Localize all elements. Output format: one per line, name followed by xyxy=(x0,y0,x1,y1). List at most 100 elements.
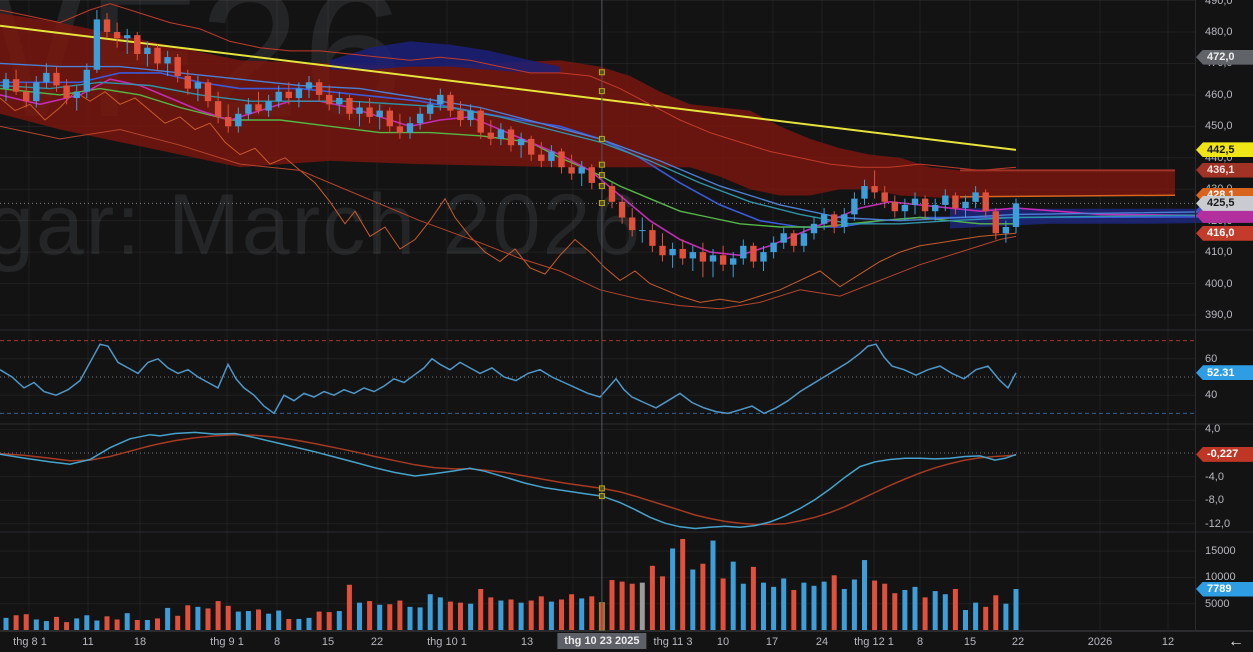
time-tick-label: 8 xyxy=(916,636,924,648)
price-tick-label: 400,0 xyxy=(1205,277,1233,290)
volume-bar xyxy=(831,575,837,630)
candle-body xyxy=(750,245,757,262)
volume-bar xyxy=(367,601,373,630)
candle-body xyxy=(719,255,727,265)
candle-body xyxy=(336,98,343,105)
time-tick-label: 11 xyxy=(82,636,94,648)
volume-bar xyxy=(912,586,918,630)
volume-bar xyxy=(84,615,90,630)
volume-bar xyxy=(993,595,999,630)
macd-tick-label: -4,0 xyxy=(1205,470,1224,483)
volume-bar xyxy=(185,605,191,630)
volume-bar xyxy=(670,548,676,630)
volume-bar xyxy=(286,618,292,630)
volume-bar xyxy=(134,620,140,630)
volume-bar xyxy=(639,582,645,630)
candle-body xyxy=(790,233,797,246)
selection-marker xyxy=(598,200,605,207)
volume-bar xyxy=(892,593,898,630)
price-tick-label: 490,0 xyxy=(1205,0,1233,7)
candle-body xyxy=(972,192,979,202)
candle-body xyxy=(275,91,282,102)
volume-bar xyxy=(498,600,504,630)
price-tick-label: 460,0 xyxy=(1205,88,1233,101)
candle-body xyxy=(416,113,424,124)
candle-body xyxy=(406,123,414,133)
candle-body xyxy=(103,19,111,32)
candle-body xyxy=(134,35,141,55)
candle-body xyxy=(305,82,313,89)
candle-body xyxy=(376,110,383,117)
volume-bar xyxy=(882,583,888,630)
volume-bar xyxy=(478,588,484,630)
candle-body xyxy=(699,252,707,262)
time-axis[interactable]: ← thg 8 1 11 18 thg 9 1 8 15 22 thg 10 1 13 thg 1… xyxy=(0,631,1253,652)
candle-body xyxy=(820,214,828,224)
price-tick-label: 410,0 xyxy=(1205,246,1233,259)
hidden-price-badge xyxy=(1196,207,1253,223)
time-tick-label: 8 xyxy=(273,636,281,648)
candle-body xyxy=(245,104,252,114)
volume-bar xyxy=(619,581,625,630)
candle-body xyxy=(548,151,555,161)
candle-body xyxy=(255,104,262,111)
candle-body xyxy=(326,94,333,105)
volume-tick-label: 15000 xyxy=(1205,545,1236,558)
left-arrow-icon[interactable]: ← xyxy=(1228,633,1244,650)
volume-bar xyxy=(660,576,665,630)
volume-bar xyxy=(791,590,797,630)
volume-bar xyxy=(235,611,241,630)
volume-bar xyxy=(902,590,908,630)
candle-body xyxy=(871,186,878,193)
candle-body xyxy=(43,72,50,83)
trendline-yellow xyxy=(0,24,1017,151)
time-tick-label: 12 xyxy=(1161,636,1175,648)
price-axis[interactable]: 490,0480,0470,0460,0450,0440,0430,0420,0… xyxy=(1196,0,1253,631)
volume-bar xyxy=(579,598,585,630)
candle-body xyxy=(992,211,999,234)
ichimoku-cloud-bullish xyxy=(330,41,560,73)
price-badge: 436,1 xyxy=(1196,162,1253,178)
volume-bar xyxy=(94,620,100,630)
candle-body xyxy=(760,252,767,262)
candle-body xyxy=(457,110,464,121)
volume-bar xyxy=(488,597,494,630)
price-tick-label: 390,0 xyxy=(1205,308,1233,321)
selection-marker xyxy=(598,88,605,95)
time-tick-label: 10 xyxy=(716,636,730,648)
candle-body xyxy=(921,198,929,212)
candle-body xyxy=(467,110,474,121)
candle-body xyxy=(427,104,434,114)
volume-bar xyxy=(427,594,433,630)
candle-body xyxy=(780,233,787,243)
candle-body xyxy=(800,233,808,246)
price-badge: 472,0 xyxy=(1196,49,1253,65)
volume-bar xyxy=(54,616,59,630)
candle-body xyxy=(144,47,151,55)
volume-bar xyxy=(165,607,171,630)
candle-body xyxy=(194,82,202,89)
volume-bar xyxy=(528,600,534,630)
candle-body xyxy=(497,129,505,139)
candle-body xyxy=(962,201,969,209)
volume-bar xyxy=(377,604,383,630)
selection-marker xyxy=(598,493,605,500)
volume-bar xyxy=(447,601,453,630)
macd-line xyxy=(0,431,1017,530)
candle-body xyxy=(23,91,30,102)
volume-bar xyxy=(175,615,181,630)
time-tick-label: 17 xyxy=(765,636,779,648)
rsi-tick-label: 40 xyxy=(1205,389,1218,402)
candle-body xyxy=(164,57,171,64)
candle-body xyxy=(1012,203,1020,227)
volume-bar xyxy=(417,607,423,630)
candle-body xyxy=(810,223,818,234)
candle-body xyxy=(901,204,909,212)
candle-body xyxy=(831,214,838,227)
volume-bar xyxy=(589,596,595,630)
candle-body xyxy=(538,154,545,161)
volume-bar xyxy=(346,584,352,630)
candle-body xyxy=(861,186,868,199)
